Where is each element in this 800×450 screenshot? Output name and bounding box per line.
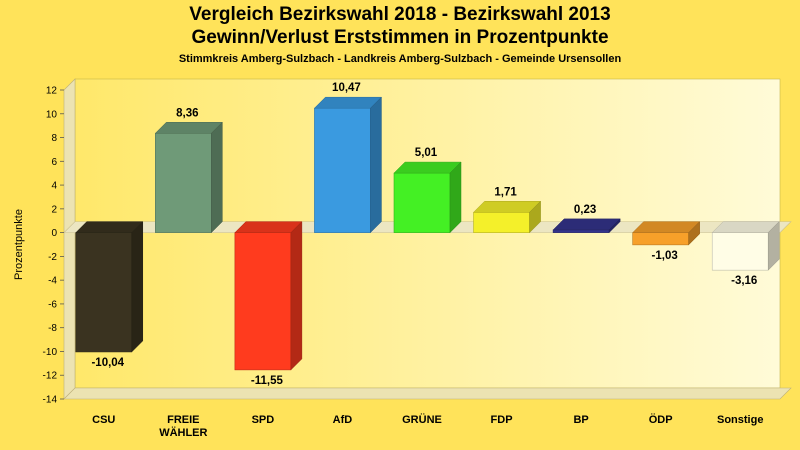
x-tick-label: AfD (333, 414, 353, 426)
bar-top (313, 96, 383, 109)
y-tick-label: 10 (46, 109, 58, 120)
bar-side (290, 221, 303, 371)
data-label: -3,16 (731, 275, 757, 287)
y-tick-label: -2 (48, 252, 57, 263)
x-tick-label: Sonstige (717, 414, 763, 426)
bar-top (552, 218, 621, 231)
bar-top (154, 122, 223, 134)
bar (313, 96, 383, 234)
x-tick-label: SPD (252, 414, 275, 426)
y-tick-label: 12 (46, 86, 58, 97)
x-tick-label: ÖDP (649, 413, 673, 426)
bar-top (75, 221, 144, 233)
bar-front (234, 232, 292, 371)
bar-side (767, 221, 780, 271)
bar-front (393, 172, 451, 233)
x-tick-label: WÄHLER (159, 426, 207, 439)
data-label: 8,36 (176, 107, 198, 119)
left-wall (63, 78, 76, 400)
data-label: 0,23 (574, 204, 596, 216)
y-axis-label: Prozentpunkte (13, 209, 25, 280)
chart-title: Vergleich Bezirkswahl 2018 - Bezirkswahl… (189, 4, 611, 25)
bar (711, 221, 780, 271)
bar-top (632, 221, 701, 233)
y-tick-label: -10 (43, 347, 58, 358)
bar-side (211, 121, 223, 234)
x-tick-label: FREIE (167, 414, 199, 426)
floor (63, 387, 792, 400)
data-label: -11,55 (251, 375, 284, 387)
bar-front (155, 132, 212, 233)
chart-subtitle: Gewinn/Verlust Erststimmen in Prozentpun… (191, 27, 609, 48)
x-tick-label: CSU (92, 414, 115, 426)
bar-side (131, 221, 144, 353)
bar-top (472, 201, 542, 213)
y-tick-label: -4 (48, 276, 57, 287)
bar-side (370, 96, 382, 234)
data-label: 5,01 (415, 147, 438, 159)
x-tick-label: BP (573, 414, 588, 426)
bar-front (473, 211, 530, 233)
bar (393, 161, 462, 234)
bar-front (75, 232, 133, 353)
y-tick-label: -12 (43, 371, 58, 382)
data-label: -1,03 (652, 250, 678, 262)
chart-subtitle-2: Stimmkreis Amberg-Sulzbach - Landkreis A… (178, 53, 622, 65)
bar (632, 221, 701, 246)
y-tick-label: -8 (48, 323, 57, 334)
y-tick-label: -14 (43, 395, 58, 406)
y-tick-label: 6 (51, 157, 57, 168)
x-tick-label: GRÜNE (402, 413, 442, 426)
data-label: -10,04 (91, 357, 124, 369)
data-label: 1,71 (494, 186, 517, 198)
bar-top (393, 161, 462, 174)
bar (472, 200, 542, 234)
bar (234, 221, 303, 371)
bar-front (711, 232, 769, 271)
bar-front (314, 107, 371, 233)
bar-front (632, 232, 689, 246)
bar-top (234, 221, 303, 233)
bar-side (608, 218, 621, 234)
bar-side (449, 161, 462, 234)
bar (75, 221, 144, 353)
bar (154, 121, 223, 234)
y-tick-label: 2 (51, 204, 57, 215)
x-tick-label: FDP (491, 414, 513, 426)
bar-side (688, 221, 700, 246)
y-tick-label: 0 (51, 228, 57, 239)
data-label: 10,47 (332, 82, 361, 94)
y-tick-label: 4 (51, 181, 57, 192)
bar-side (529, 200, 541, 234)
bar-front (552, 229, 610, 233)
bar (552, 218, 621, 234)
y-tick-label: 8 (51, 133, 57, 144)
chart-titles: Vergleich Bezirkswahl 2018 - Bezirkswahl… (0, 0, 800, 65)
bar-top (711, 221, 780, 233)
y-tick-label: -6 (48, 299, 57, 310)
